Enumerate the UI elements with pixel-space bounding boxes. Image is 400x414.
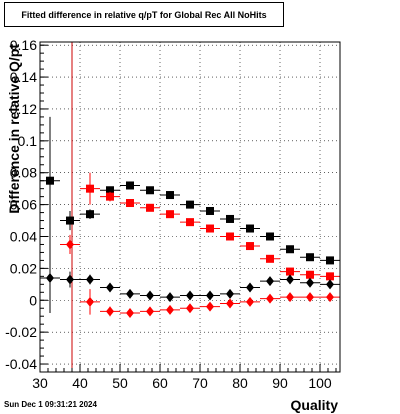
y-tick-label: -0.02 bbox=[5, 324, 37, 340]
axis-layer: 30 40 50 60 70 80 90 100 -0.04 -0.02 0 0.02 0.04 0.06… bbox=[5, 37, 337, 391]
data-point-square bbox=[246, 224, 254, 233]
data-point-square bbox=[326, 256, 334, 265]
data-point-diamond bbox=[106, 306, 114, 317]
data-point-square bbox=[266, 232, 274, 241]
chart-title: Fitted difference in relative q/pT for G… bbox=[4, 2, 284, 27]
data-point-diamond bbox=[166, 292, 174, 303]
y-tick-label: 0 bbox=[29, 292, 37, 308]
y-tick-label: 0.06 bbox=[10, 197, 37, 213]
data-point-diamond bbox=[186, 290, 194, 301]
data-point-diamond bbox=[86, 274, 94, 285]
data-point-diamond bbox=[306, 277, 314, 288]
data-point-square bbox=[126, 181, 134, 190]
data-point-diamond bbox=[306, 292, 314, 303]
y-tick-label: 0.02 bbox=[10, 260, 37, 276]
data-point-diamond bbox=[246, 282, 254, 293]
data-point-diamond bbox=[226, 288, 234, 299]
data-point-square bbox=[326, 272, 334, 281]
series-1 bbox=[80, 172, 340, 281]
y-tick-label: 0.1 bbox=[18, 133, 38, 149]
data-point-square bbox=[106, 186, 114, 195]
data-point-diamond bbox=[246, 296, 254, 307]
data-point-square bbox=[306, 270, 314, 279]
data-point-square bbox=[206, 206, 214, 215]
series-0 bbox=[40, 116, 340, 265]
y-tick-label: 0.14 bbox=[10, 69, 37, 85]
data-point-diamond bbox=[186, 303, 194, 314]
data-point-square bbox=[146, 203, 154, 212]
data-point-diamond bbox=[286, 274, 294, 285]
data-point-diamond bbox=[146, 306, 154, 317]
data-point-diamond bbox=[206, 290, 214, 301]
x-axis-label: Quality bbox=[291, 397, 339, 413]
data-point-diamond bbox=[66, 239, 74, 250]
x-tick-label: 50 bbox=[112, 375, 128, 391]
x-tick-label: 30 bbox=[32, 375, 48, 391]
data-point-square bbox=[126, 199, 134, 208]
data-point-diamond bbox=[86, 296, 94, 307]
chart-title-text: Fitted difference in relative q/pT for G… bbox=[21, 9, 267, 20]
data-point-diamond bbox=[166, 304, 174, 315]
data-point-square bbox=[266, 254, 274, 263]
data-point-square bbox=[86, 184, 94, 193]
data-point-diamond bbox=[286, 292, 294, 303]
y-tick-label: -0.04 bbox=[5, 356, 37, 372]
data-point-square bbox=[66, 216, 74, 225]
data-point-square bbox=[106, 192, 114, 201]
data-point-square bbox=[186, 218, 194, 227]
data-point-square bbox=[166, 210, 174, 219]
data-point-square bbox=[246, 242, 254, 251]
y-tick-label: 0.16 bbox=[10, 37, 37, 53]
data-point-square bbox=[286, 245, 294, 254]
y-tick-label: 0.08 bbox=[10, 165, 37, 181]
data-point-diamond bbox=[66, 274, 74, 285]
x-tick-label: 60 bbox=[152, 375, 168, 391]
data-point-square bbox=[186, 200, 194, 209]
data-point-square bbox=[226, 214, 234, 223]
data-point-square bbox=[306, 253, 314, 262]
x-tick-label: 100 bbox=[308, 375, 332, 391]
data-point-diamond bbox=[326, 279, 334, 290]
data-point-square bbox=[286, 267, 294, 276]
plot-frame bbox=[39, 41, 341, 373]
y-axis-label: Difference in relative Q/pt bbox=[6, 44, 22, 214]
series-3 bbox=[60, 234, 340, 319]
x-tick-label: 40 bbox=[72, 375, 88, 391]
y-tick-label: 0.12 bbox=[10, 101, 37, 117]
data-point-square bbox=[146, 186, 154, 195]
x-tick-label: 80 bbox=[232, 375, 248, 391]
data-point-square bbox=[206, 224, 214, 233]
data-point-diamond bbox=[126, 308, 134, 319]
series-layer bbox=[40, 116, 340, 319]
data-point-diamond bbox=[46, 272, 54, 283]
data-point-diamond bbox=[266, 293, 274, 304]
timestamp-footer: Sun Dec 1 09:31:21 2024 bbox=[4, 400, 97, 409]
x-tick-label: 70 bbox=[192, 375, 208, 391]
x-tick-label: 90 bbox=[272, 375, 288, 391]
data-point-diamond bbox=[106, 282, 114, 293]
data-point-square bbox=[46, 176, 54, 185]
data-point-diamond bbox=[146, 290, 154, 301]
data-point-diamond bbox=[326, 292, 334, 303]
y-tick-label: 0.04 bbox=[10, 228, 37, 244]
data-point-square bbox=[166, 191, 174, 200]
data-point-diamond bbox=[226, 298, 234, 309]
data-point-diamond bbox=[126, 288, 134, 299]
data-point-diamond bbox=[266, 276, 274, 287]
data-point-diamond bbox=[206, 301, 214, 312]
series-2 bbox=[40, 242, 340, 314]
data-point-square bbox=[86, 210, 94, 219]
data-point-square bbox=[226, 232, 234, 241]
